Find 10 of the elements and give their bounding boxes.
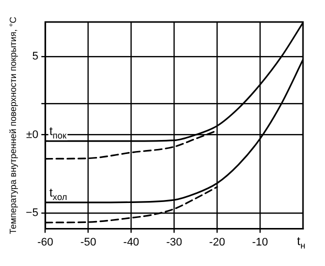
y-tick-label: −5 [26, 207, 38, 220]
x-tick-label: -50 [80, 236, 96, 248]
x-tick-label: -20 [209, 236, 226, 248]
x-tick-label: -40 [123, 236, 140, 248]
x-tick-label: -30 [166, 236, 182, 248]
x-tick-label: -60 [37, 236, 54, 248]
y-tick-label: 5 [32, 50, 38, 62]
x-tick-label: -10 [252, 236, 268, 248]
y-tick-label: ±0 [26, 128, 38, 141]
y-axis-title: Температура внутренней поверхности покрытия, °С [8, 16, 18, 234]
